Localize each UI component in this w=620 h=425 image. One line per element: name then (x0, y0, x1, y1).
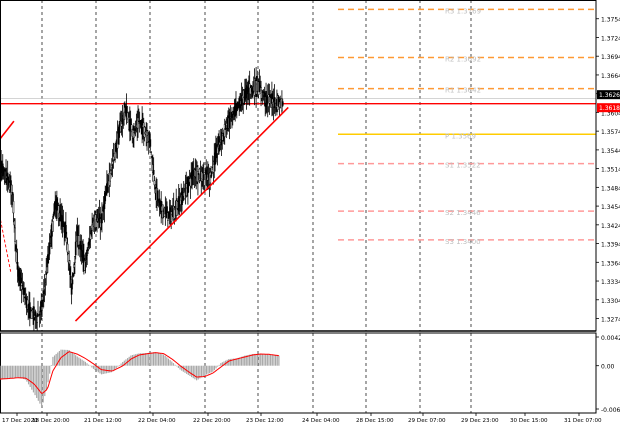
candle-body (36, 316, 39, 323)
price-tag-label: 1.3626 (599, 92, 620, 99)
price-tick-label: 1.3424 (601, 223, 620, 230)
price-tick-label: 1.3274 (601, 317, 620, 324)
price-tick-label: 1.3514 (601, 167, 620, 174)
price-tick-label: 1.3364 (601, 260, 620, 267)
candle-body (51, 221, 54, 232)
price-tick-label: 1.3574 (601, 129, 620, 136)
candle-body (152, 169, 155, 175)
candle-body (185, 183, 188, 197)
price-tick-label: 1.3334 (601, 279, 620, 286)
price-tick-label: 1.3664 (601, 73, 620, 80)
macd-panel: 0.00429 0.00 -0.00647 (0, 332, 620, 414)
macd-tick-label: -0.00647 (601, 407, 620, 414)
time-tick-label: 17 Dec 2020 (2, 418, 38, 424)
price-tick-label: 1.3394 (601, 242, 620, 249)
candle-body (223, 124, 226, 137)
trend-line (74, 106, 289, 322)
price-tag-label: 1.3618 (599, 105, 620, 112)
candle-body (261, 91, 264, 93)
candle-body (48, 242, 51, 255)
candle-body (281, 101, 284, 106)
candle-body (133, 132, 135, 138)
candle-body (86, 254, 89, 256)
time-tick-label: 28 Dec 15:00 (356, 418, 394, 424)
price-frame (0, 0, 597, 332)
candle-body (11, 192, 14, 194)
level-label: S1 1.3522 (445, 162, 481, 170)
candle-body (66, 243, 69, 253)
trend-line (0, 120, 15, 141)
price-tick-label: 1.3724 (601, 35, 620, 42)
time-tick-label: 22 Dec 20:00 (193, 418, 231, 424)
time-tick-label: 23 Dec 12:00 (246, 418, 284, 424)
candle-body (65, 224, 67, 235)
time-tick-label: 22 Dec 04:00 (138, 418, 176, 424)
price-tick-label: 1.3604 (601, 110, 620, 117)
candle-body (12, 201, 15, 214)
level-label: R2 1.3692 (445, 55, 481, 63)
candle-body (69, 275, 72, 280)
candle-body (150, 151, 153, 153)
candle-body (87, 249, 89, 251)
candle-body (151, 155, 153, 159)
macd-tick-label: 0.00429 (601, 335, 620, 342)
candle-body (74, 241, 77, 256)
price-tick-label: 1.3484 (601, 185, 620, 192)
candle-body (211, 171, 213, 175)
candle-body (34, 311, 37, 317)
candle-body (153, 180, 156, 186)
price-tick-label: 1.3544 (601, 148, 620, 155)
price-panel: R3 1.3769 R2 1.3692 R1 1.3642 P 1.3569 S1 1.… (0, 0, 620, 332)
price-tick-label: 1.3694 (601, 54, 620, 61)
candle-body (189, 178, 192, 187)
candle-body (33, 306, 35, 321)
time-tick-label: 21 Dec 12:00 (84, 418, 122, 424)
level-label: P 1.3569 (445, 132, 476, 140)
candle-body (71, 279, 74, 285)
time-tick-label: 30 Dec 15:00 (510, 418, 548, 424)
macd-signal-line (0, 351, 279, 394)
candle-body (250, 85, 253, 88)
candle-body (170, 211, 173, 223)
candle-body (149, 139, 152, 147)
candle-body (29, 307, 32, 311)
time-tick-label: 18 Dec 20:00 (32, 418, 70, 424)
level-label: R1 1.3642 (445, 87, 481, 95)
macd-frame (0, 332, 597, 414)
level-label: S3 1.3400 (445, 238, 481, 246)
price-tick-label: 1.3754 (601, 17, 620, 24)
price-tag (597, 90, 620, 100)
level-label: R3 1.3769 (445, 7, 481, 15)
price-tick-label: 1.3304 (601, 298, 620, 305)
price-tick-label: 1.3454 (601, 204, 620, 211)
time-tick-label: 29 Dec 07:00 (408, 418, 446, 424)
candle-body (14, 227, 16, 242)
time-tick-label: 24 Dec 04:00 (302, 418, 340, 424)
candle-body (10, 184, 13, 196)
level-label: S2 1.3446 (445, 209, 481, 217)
candle-body (101, 213, 103, 224)
macd-tick-label: 0.00 (601, 364, 615, 371)
time-tick-label: 31 Dec 07:00 (564, 418, 602, 424)
candle-body (156, 190, 159, 201)
time-tick-label: 29 Dec 23:00 (461, 418, 499, 424)
price-tag (597, 103, 620, 113)
candle-body (274, 100, 277, 104)
candle-body (74, 255, 76, 263)
